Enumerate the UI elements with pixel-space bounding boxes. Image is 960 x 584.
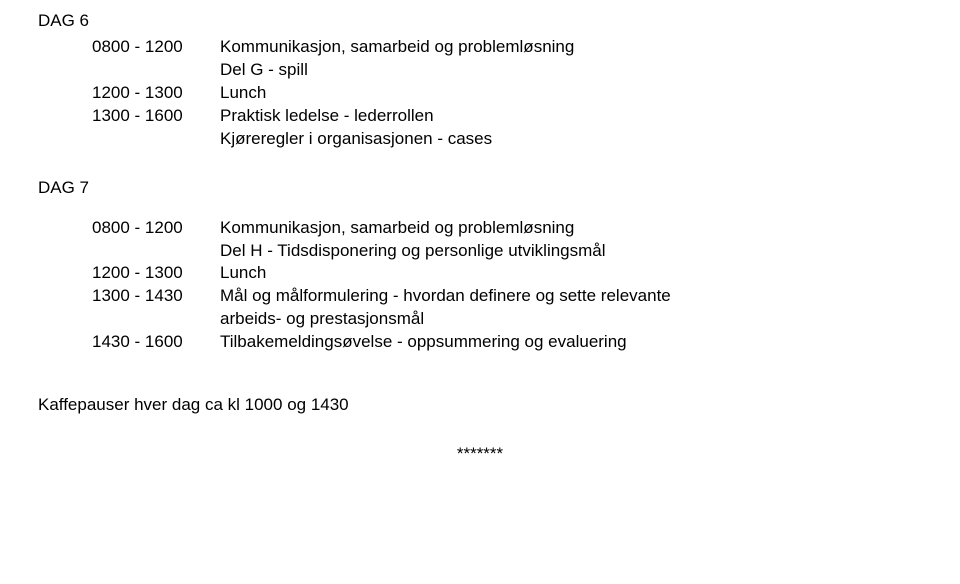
schedule-row: 1200 - 1300 Lunch bbox=[92, 82, 922, 105]
footnote-line: Kaffepauser hver dag ca kl 1000 og 1430 bbox=[38, 394, 922, 417]
time-cell: 1200 - 1300 bbox=[92, 82, 220, 105]
spacer bbox=[38, 203, 922, 217]
text-cell: Mål og målformulering - hvordan definere… bbox=[220, 285, 922, 308]
time-cell bbox=[92, 59, 220, 82]
time-cell: 1430 - 1600 bbox=[92, 331, 220, 354]
time-cell bbox=[92, 240, 220, 263]
time-cell: 1300 - 1430 bbox=[92, 285, 220, 308]
day-header-text: DAG 6 bbox=[38, 11, 89, 30]
schedule-row: 1300 - 1430 Mål og målformulering - hvor… bbox=[92, 285, 922, 308]
day-header: DAG 6 bbox=[38, 10, 922, 33]
schedule-row: 1430 - 1600 Tilbakemeldingsøvelse - opps… bbox=[92, 331, 922, 354]
day-header: DAG 7 bbox=[38, 177, 922, 200]
time-cell: 0800 - 1200 bbox=[92, 36, 220, 59]
text-cell: Kommunikasjon, samarbeid og problemløsni… bbox=[220, 217, 922, 240]
spacer bbox=[38, 354, 922, 394]
schedule-row: 0800 - 1200 Kommunikasjon, samarbeid og … bbox=[92, 36, 922, 59]
text-cell: Kjøreregler i organisasjonen - cases bbox=[220, 128, 922, 151]
schedule-block: 0800 - 1200 Kommunikasjon, samarbeid og … bbox=[38, 217, 922, 355]
page: DAG 6 0800 - 1200 Kommunikasjon, samarbe… bbox=[0, 0, 960, 466]
time-cell: 1300 - 1600 bbox=[92, 105, 220, 128]
text-cell: arbeids- og prestasjonsmål bbox=[220, 308, 922, 331]
day-header-text: DAG 7 bbox=[38, 178, 89, 197]
spacer bbox=[38, 151, 922, 177]
separator-line: ******* bbox=[38, 443, 922, 466]
text-cell: Kommunikasjon, samarbeid og problemløsni… bbox=[220, 36, 922, 59]
time-cell bbox=[92, 308, 220, 331]
text-cell: Praktisk ledelse - lederrollen bbox=[220, 105, 922, 128]
schedule-row: Kjøreregler i organisasjonen - cases bbox=[92, 128, 922, 151]
schedule-block: 0800 - 1200 Kommunikasjon, samarbeid og … bbox=[38, 36, 922, 151]
schedule-row: 1200 - 1300 Lunch bbox=[92, 262, 922, 285]
time-cell: 0800 - 1200 bbox=[92, 217, 220, 240]
spacer bbox=[38, 417, 922, 443]
text-cell: Lunch bbox=[220, 262, 922, 285]
schedule-row: arbeids- og prestasjonsmål bbox=[92, 308, 922, 331]
schedule-row: Del G - spill bbox=[92, 59, 922, 82]
time-cell: 1200 - 1300 bbox=[92, 262, 220, 285]
footnote-text: Kaffepauser hver dag ca kl 1000 og 1430 bbox=[38, 395, 349, 414]
text-cell: Tilbakemeldingsøvelse - oppsummering og … bbox=[220, 331, 922, 354]
text-cell: Del H - Tidsdisponering og personlige ut… bbox=[220, 240, 922, 263]
schedule-row: 0800 - 1200 Kommunikasjon, samarbeid og … bbox=[92, 217, 922, 240]
time-cell bbox=[92, 128, 220, 151]
separator-text: ******* bbox=[457, 444, 503, 463]
text-cell: Del G - spill bbox=[220, 59, 922, 82]
schedule-row: Del H - Tidsdisponering og personlige ut… bbox=[92, 240, 922, 263]
schedule-row: 1300 - 1600 Praktisk ledelse - lederroll… bbox=[92, 105, 922, 128]
text-cell: Lunch bbox=[220, 82, 922, 105]
